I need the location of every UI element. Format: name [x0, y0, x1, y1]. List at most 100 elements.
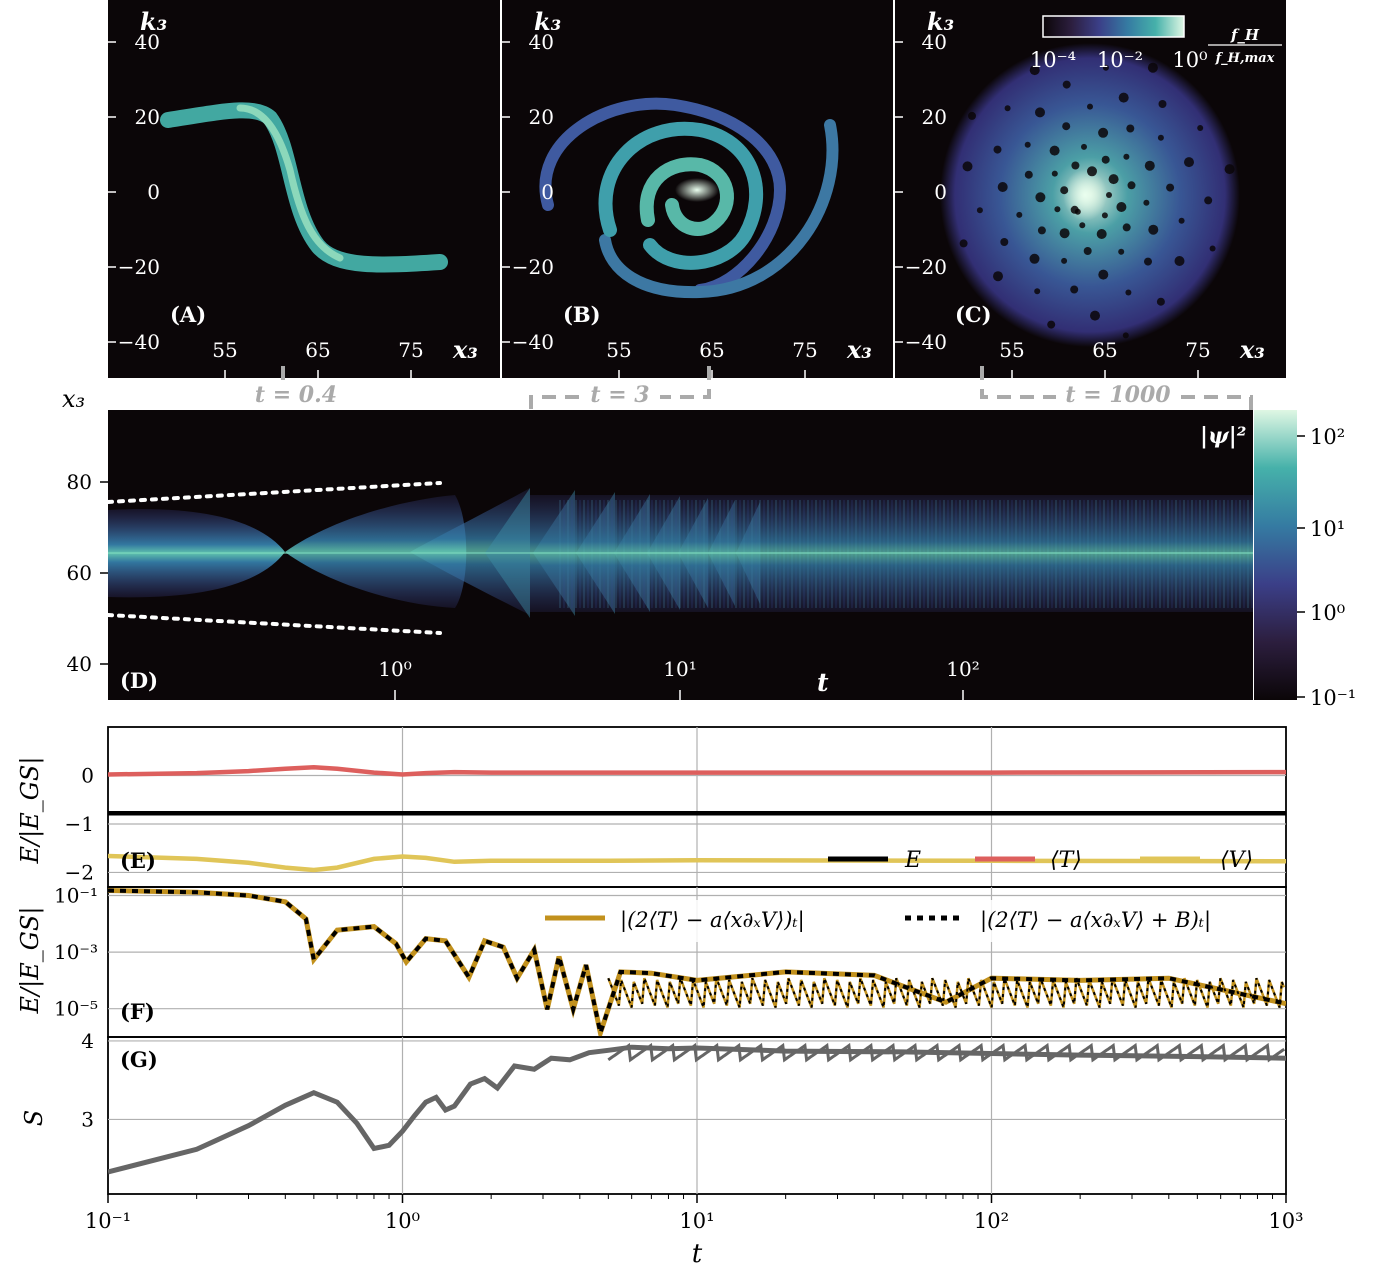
- psi-colorbar: [1254, 410, 1297, 700]
- blob-hole: [1083, 247, 1092, 255]
- legend-e-label-e: E: [904, 848, 921, 873]
- bottom-xlabel: t: [692, 1239, 703, 1269]
- blob-hole: [1127, 181, 1136, 190]
- blob-hole: [1047, 320, 1056, 329]
- blob-hole: [1024, 141, 1031, 148]
- psi-colorbar-tick-label: 10¹: [1310, 517, 1345, 541]
- legend-e-label-t: ⟨T⟩: [1050, 848, 1082, 873]
- blob-hole: [1035, 107, 1045, 118]
- blob-hole: [1081, 143, 1087, 150]
- fh-colorbar-tick-3: 10⁰: [1172, 48, 1207, 72]
- blob-hole: [1029, 65, 1040, 76]
- density-fan-2: [410, 488, 530, 615]
- panel-e: 0 −1 −2 (E) E ⟨T⟩ ⟨V⟩: [65, 726, 1287, 888]
- panel-g: 4 3 (G): [81, 1029, 1287, 1195]
- legend-f-label-1: |(2⟨T⟩ − a⟨x∂ₓV⟩)ₜ|: [620, 908, 805, 933]
- k3-tick-label-c-3: −20: [905, 255, 947, 279]
- psi-colorbar-tick-label: 10⁰: [1310, 601, 1345, 625]
- bottom-xtick-label: 10¹: [679, 1209, 714, 1233]
- legend-e-label-v: ⟨V⟩: [1220, 848, 1253, 873]
- blob-hole: [1118, 92, 1129, 103]
- blob-hole: [1123, 153, 1130, 160]
- blob-hole: [1062, 122, 1071, 131]
- time-tag-bg-2: [1056, 381, 1180, 409]
- blob-hole: [1034, 288, 1041, 295]
- time-tag-t-1000: t = 1000: [1065, 382, 1171, 408]
- panel-f: 10⁻¹ 10⁻³ 10⁻⁵ (F) |(2⟨T⟩ − a⟨x∂ₓV⟩)ₜ| |(2…: [54, 884, 1287, 1038]
- time-tag-t-3: t = 3: [590, 382, 649, 408]
- blob-hole: [1174, 256, 1185, 266]
- k3-tick-label-a-4: −40: [118, 330, 160, 354]
- ylabel-e: E/|E_GS|: [16, 757, 45, 865]
- density-xlabel: t: [817, 668, 829, 697]
- blob-hole: [1184, 157, 1194, 168]
- fh-colorbar-label-den: f_H,max: [1215, 51, 1275, 66]
- x3-axis-label-c: x₃: [1239, 335, 1265, 364]
- ylabel-g: S: [20, 1110, 48, 1126]
- time-tag-bg-1: [580, 381, 660, 409]
- blob-hole: [1096, 229, 1107, 239]
- phase-spiral-b-outer2: [599, 119, 839, 299]
- blob-hole: [1143, 199, 1150, 206]
- blob-hole: [1204, 196, 1213, 205]
- x3-tick-label-b-0: 55: [606, 338, 631, 362]
- blob-hole: [1144, 160, 1155, 171]
- ytick-label-e: −2: [65, 860, 94, 884]
- psi-colorbar-tick-label: 10²: [1310, 425, 1345, 449]
- blob-hole: [1122, 223, 1131, 232]
- envelope-upper: [108, 481, 442, 504]
- k3-tick-label-a-2: 0: [147, 180, 160, 204]
- blob-hole: [1144, 257, 1152, 266]
- x3-tick-label-c-0: 55: [999, 338, 1024, 362]
- panel-label-c: (C): [955, 302, 992, 327]
- blob-hole: [1090, 310, 1100, 321]
- blob-hole: [1156, 297, 1165, 306]
- series-line-e-2: [108, 853, 1286, 873]
- k3-axis-label-b: k₃: [534, 7, 561, 36]
- k3-tick-label-b-2: 0: [541, 180, 554, 204]
- x3-tick-label-c-1: 65: [1092, 338, 1117, 362]
- blob-hole: [1122, 332, 1129, 339]
- x3-tick-label-b-2: 75: [792, 338, 817, 362]
- blob-hole: [1125, 289, 1132, 296]
- k3-tick-label-a-3: −20: [118, 255, 160, 279]
- blob-hole: [1060, 186, 1069, 195]
- blob-hole: [1074, 208, 1081, 215]
- legend-f: |(2⟨T⟩ − a⟨x∂ₓV⟩)ₜ| |(2⟨T⟩ − a⟨x∂ₓV⟩ + B…: [540, 900, 1275, 942]
- phase-space-panels: 40 20 0 −20 −40 55 65 75 k₃ x₃ 40 20 0 −20 −40 55 65 75 k₃…: [108, 0, 1286, 378]
- legend-f-label-2: |(2⟨T⟩ − a⟨x∂ₓV⟩ + B)ₜ|: [980, 908, 1211, 933]
- series-noise-f-1: [607, 977, 1285, 1008]
- blob-hole: [976, 207, 983, 214]
- k3-tick-label-b-0: 40: [529, 30, 554, 54]
- blob-hole: [1087, 103, 1093, 110]
- blob-hole: [1024, 170, 1033, 179]
- psi-colorbar-label: |ψ|²: [1200, 423, 1246, 449]
- blob-hole: [1035, 192, 1046, 203]
- x3-tick-label-a-2: 75: [398, 338, 423, 362]
- bottom-xtick-label: 10²: [974, 1209, 1009, 1233]
- k3-axis-label-a: k₃: [140, 7, 167, 36]
- k3-tick-label-c-1: 20: [922, 105, 947, 129]
- density-first-revival: [285, 495, 467, 608]
- x3-tick-label-a-0: 55: [212, 338, 237, 362]
- fh-colorbar-tick-1: 10⁻⁴: [1030, 48, 1076, 72]
- series-noise-g: [607, 1042, 1286, 1063]
- legend-f-bg: [540, 900, 1275, 942]
- phase-filament-a-core: [236, 104, 344, 262]
- panel-label-d: (D): [120, 668, 158, 693]
- blob-hole: [1004, 105, 1011, 112]
- ytick-label-e: −1: [65, 812, 94, 836]
- density-ylabel: x₃: [62, 385, 85, 413]
- blob-hole: [1101, 155, 1110, 164]
- blob-hole: [1087, 166, 1097, 177]
- blob-hole: [1224, 164, 1235, 175]
- blob-hole: [1108, 174, 1119, 185]
- phase-panel-a-background: [108, 0, 500, 378]
- panel-label-a: (A): [170, 302, 206, 327]
- density-xtick-label: 10¹: [663, 657, 696, 681]
- blob-hole: [1059, 228, 1070, 239]
- fh-colorbar-label-num: f_H: [1230, 26, 1260, 44]
- density-xtick-label: 10²: [946, 657, 979, 681]
- blob-hole: [997, 182, 1008, 192]
- phase-spiral-b-core: [639, 157, 734, 236]
